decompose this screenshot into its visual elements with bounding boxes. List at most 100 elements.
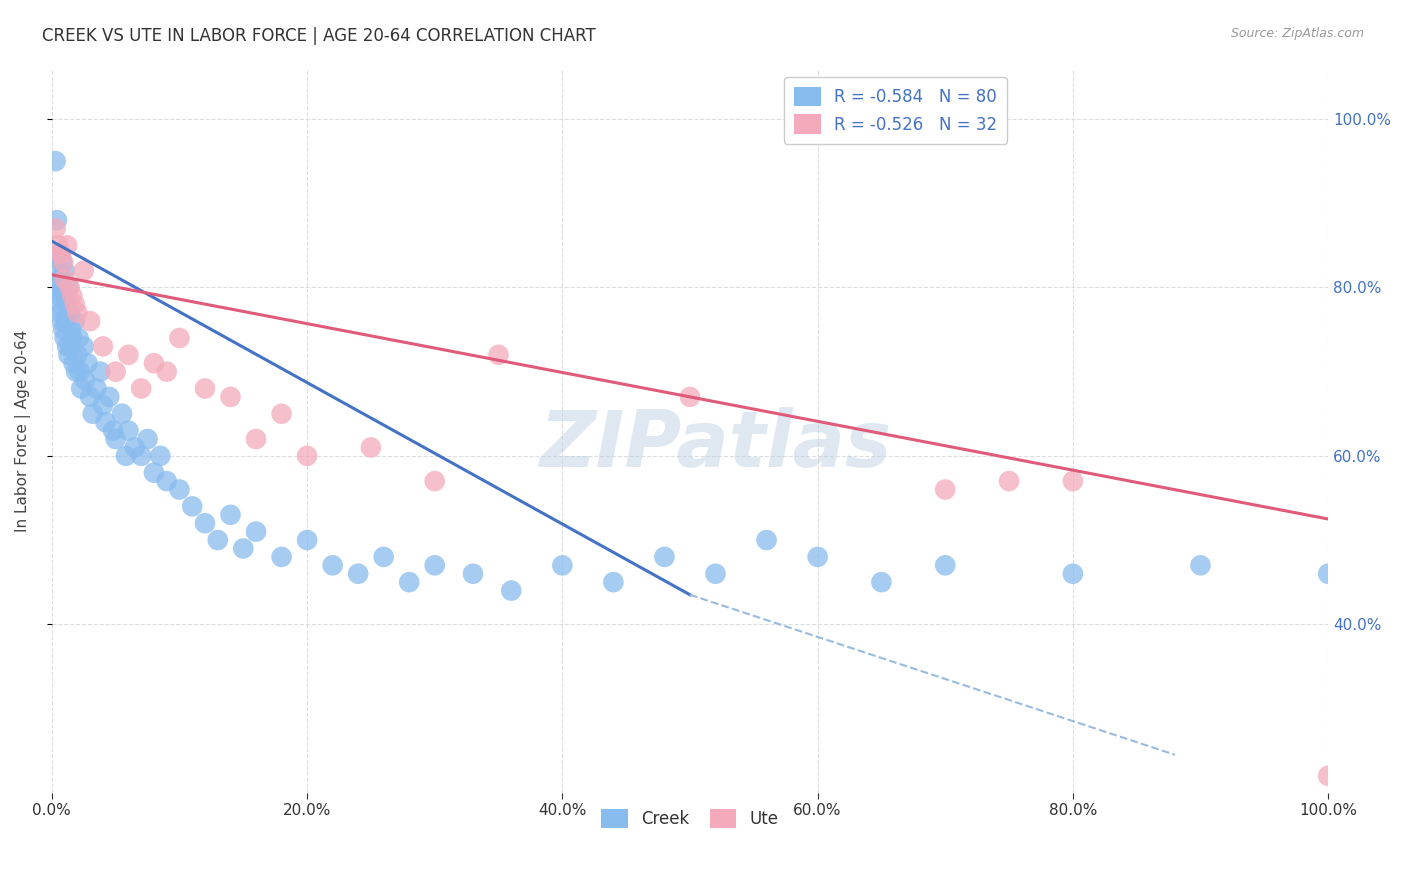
Point (602, 575, 624, 590)
Point (91, 339, 114, 353)
Point (79, 390, 101, 404)
Text: CREEK VS UTE IN LABOR FORCE | AGE 20-64 CORRELATION CHART: CREEK VS UTE IN LABOR FORCE | AGE 20-64 … (42, 27, 596, 45)
Point (488, 348, 510, 362)
Point (1317, 566, 1340, 581)
Point (55, 314, 77, 328)
Point (398, 575, 420, 590)
Point (104, 432, 127, 446)
Point (115, 449, 138, 463)
Point (169, 483, 191, 497)
Point (63, 297, 86, 311)
Point (156, 474, 179, 488)
Point (156, 365, 179, 379)
Point (232, 541, 254, 556)
Point (101, 424, 124, 438)
Point (53, 272, 76, 286)
Point (219, 508, 242, 522)
Point (53, 331, 76, 345)
Point (654, 549, 676, 564)
Point (94, 415, 117, 429)
Point (62, 356, 84, 370)
Point (70, 382, 93, 396)
Point (934, 483, 956, 497)
Point (60, 331, 83, 345)
Point (76, 356, 98, 370)
Point (59, 322, 82, 336)
Point (501, 583, 523, 598)
Point (73, 263, 96, 277)
Point (65, 365, 87, 379)
Point (56, 297, 79, 311)
Point (82, 407, 104, 421)
Point (73, 339, 96, 353)
Point (934, 558, 956, 573)
Point (48, 289, 70, 303)
Point (45, 213, 67, 227)
Point (53, 263, 76, 277)
Point (181, 500, 204, 514)
Point (295, 449, 318, 463)
Point (55, 289, 77, 303)
Point (1317, 769, 1340, 783)
Point (870, 575, 893, 590)
Point (56, 238, 79, 252)
Point (169, 331, 191, 345)
Y-axis label: In Labor Force | Age 20-64: In Labor Force | Age 20-64 (15, 329, 31, 532)
Point (56, 339, 79, 353)
Point (704, 566, 727, 581)
Point (63, 314, 86, 328)
Point (52, 255, 75, 269)
Point (194, 516, 217, 531)
Point (79, 314, 101, 328)
Point (423, 558, 446, 573)
Point (86, 382, 108, 396)
Point (142, 356, 165, 370)
Point (270, 549, 292, 564)
Point (49, 272, 72, 286)
Point (52, 280, 75, 294)
Point (104, 365, 127, 379)
Point (117, 424, 139, 438)
Point (89, 365, 111, 379)
Point (245, 524, 267, 539)
Text: ZIPatlas: ZIPatlas (540, 407, 891, 483)
Point (136, 432, 159, 446)
Point (66, 348, 89, 362)
Point (49, 306, 72, 320)
Point (755, 533, 778, 547)
Legend: Creek, Ute: Creek, Ute (595, 803, 786, 835)
Point (52, 322, 75, 336)
Point (45, 154, 67, 169)
Point (111, 407, 134, 421)
Point (129, 449, 152, 463)
Point (295, 533, 318, 547)
Point (219, 390, 242, 404)
Point (67, 331, 90, 345)
Point (59, 280, 82, 294)
Point (46, 297, 69, 311)
Point (59, 306, 82, 320)
Point (194, 382, 217, 396)
Point (149, 449, 172, 463)
Point (59, 339, 82, 353)
Point (1062, 474, 1084, 488)
Point (360, 441, 382, 455)
Point (1062, 566, 1084, 581)
Point (270, 407, 292, 421)
Point (46, 238, 69, 252)
Point (58, 280, 80, 294)
Point (998, 474, 1021, 488)
Point (551, 558, 574, 573)
Point (423, 474, 446, 488)
Point (73, 373, 96, 387)
Point (51, 314, 73, 328)
Point (60, 289, 83, 303)
Point (207, 533, 229, 547)
Point (46, 280, 69, 294)
Point (142, 466, 165, 480)
Text: Source: ZipAtlas.com: Source: ZipAtlas.com (1230, 27, 1364, 40)
Point (245, 432, 267, 446)
Point (51, 255, 73, 269)
Point (807, 549, 830, 564)
Point (48, 246, 70, 260)
